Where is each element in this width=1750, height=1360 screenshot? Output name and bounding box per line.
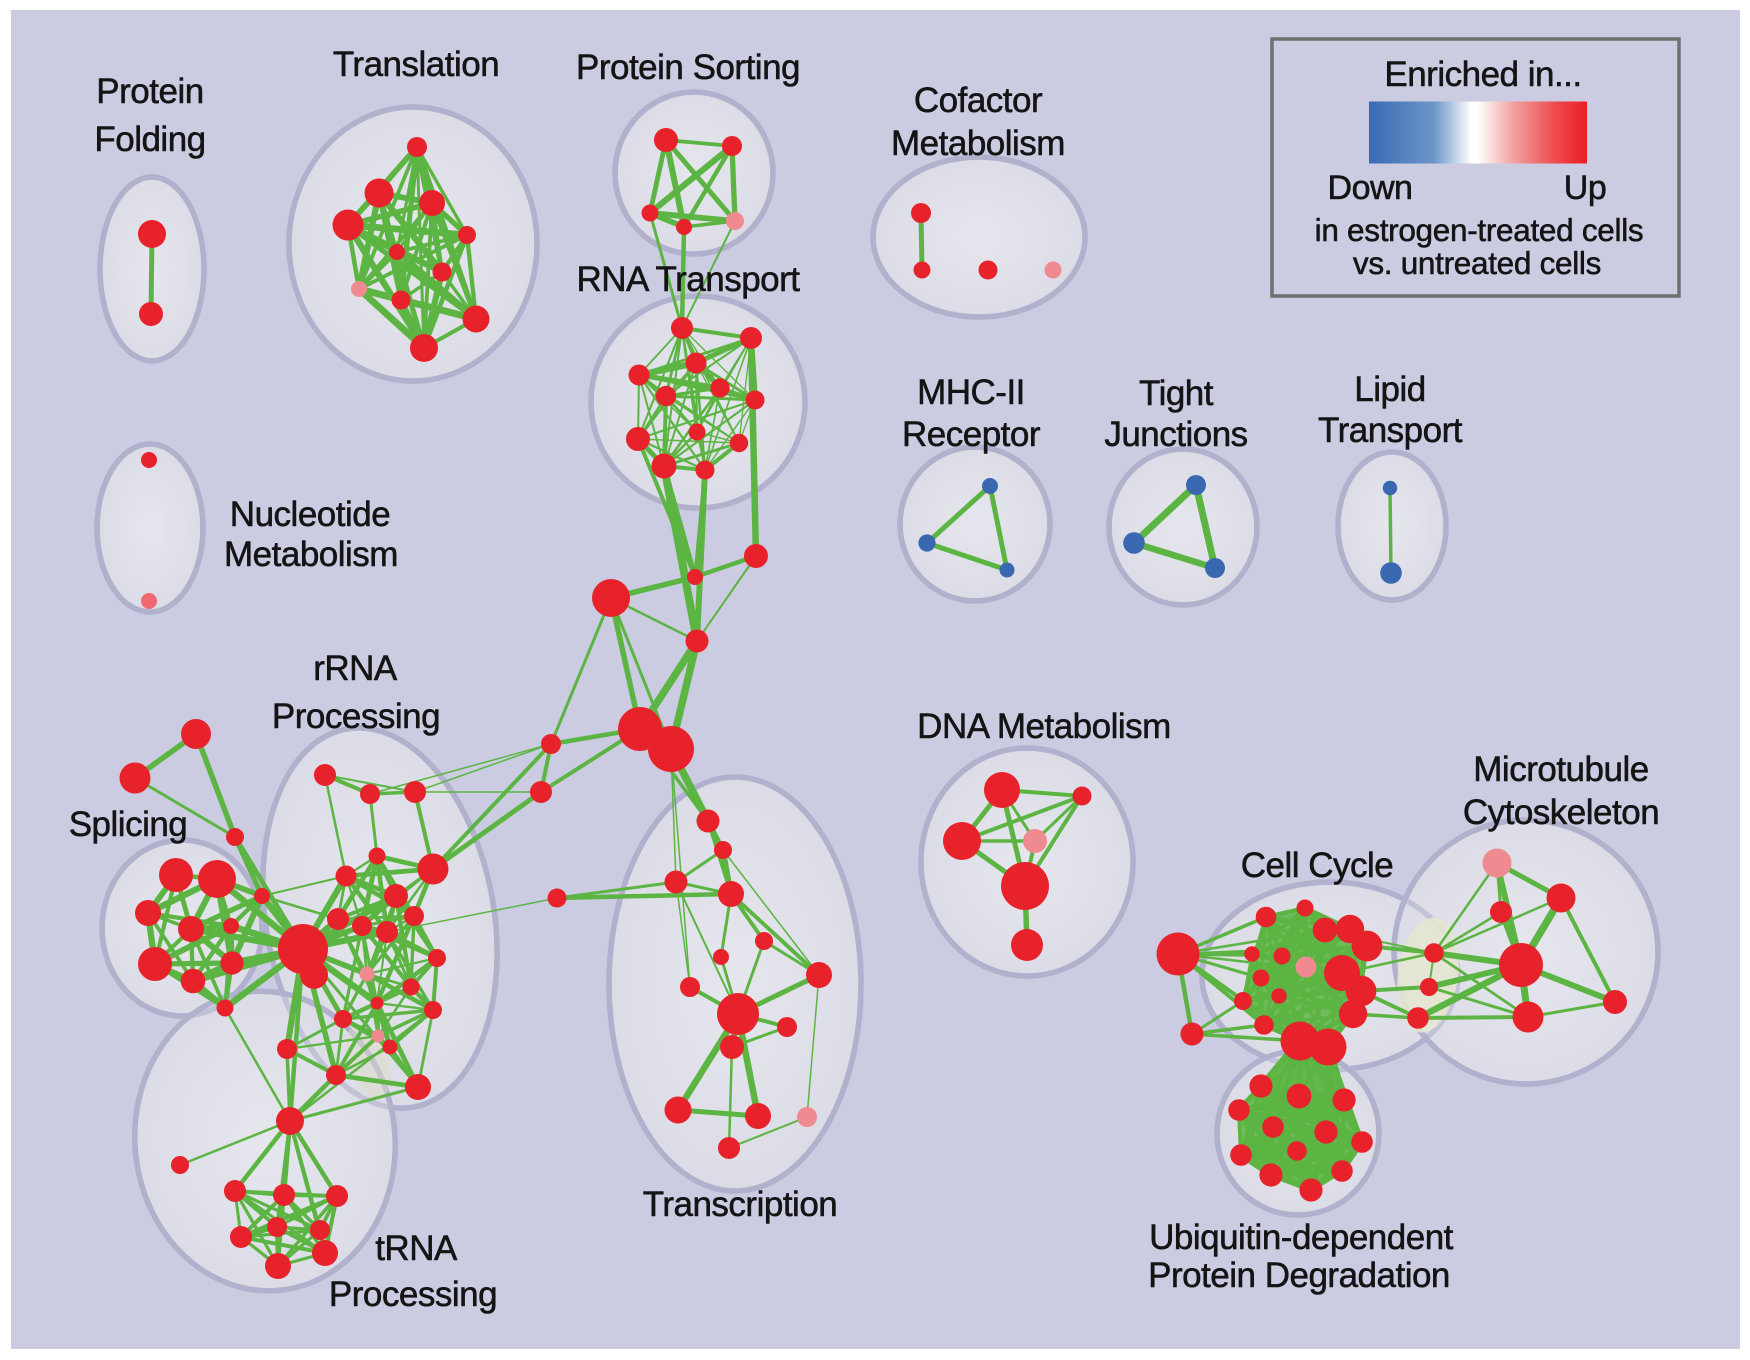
svg-text:DNA Metabolism: DNA Metabolism <box>917 707 1171 746</box>
svg-text:Receptor: Receptor <box>902 415 1041 454</box>
svg-text:Protein Sorting: Protein Sorting <box>576 48 800 87</box>
svg-text:Processing: Processing <box>272 697 440 736</box>
svg-text:Metabolism: Metabolism <box>224 535 398 574</box>
svg-text:Tight: Tight <box>1139 374 1214 413</box>
svg-text:Junctions: Junctions <box>1104 415 1247 454</box>
svg-text:Processing: Processing <box>329 1275 497 1314</box>
svg-text:vs. untreated cells: vs. untreated cells <box>1353 245 1601 281</box>
svg-text:Transport: Transport <box>1318 411 1463 450</box>
svg-text:Up: Up <box>1564 169 1606 207</box>
svg-text:MHC-II: MHC-II <box>917 373 1025 412</box>
svg-text:Microtubule: Microtubule <box>1473 750 1648 789</box>
svg-text:Folding: Folding <box>94 120 205 159</box>
svg-text:Cofactor: Cofactor <box>914 81 1043 120</box>
svg-text:in estrogen-treated cells: in estrogen-treated cells <box>1315 212 1644 248</box>
svg-text:Ubiquitin-dependent: Ubiquitin-dependent <box>1149 1218 1454 1257</box>
svg-text:Metabolism: Metabolism <box>891 124 1065 163</box>
svg-text:Nucleotide: Nucleotide <box>230 495 390 534</box>
svg-text:Splicing: Splicing <box>69 805 188 844</box>
svg-text:Down: Down <box>1328 169 1413 207</box>
svg-text:rRNA: rRNA <box>313 649 398 688</box>
svg-text:Protein Degradation: Protein Degradation <box>1148 1256 1450 1295</box>
svg-text:Cell Cycle: Cell Cycle <box>1241 846 1394 885</box>
svg-text:Translation: Translation <box>333 45 499 84</box>
svg-text:Lipid: Lipid <box>1354 370 1425 409</box>
svg-text:tRNA: tRNA <box>375 1229 458 1268</box>
svg-text:Cytoskeleton: Cytoskeleton <box>1463 793 1659 832</box>
svg-text:Protein: Protein <box>96 72 203 111</box>
svg-text:Enriched in...: Enriched in... <box>1384 55 1581 94</box>
svg-text:RNA Transport: RNA Transport <box>576 260 800 299</box>
svg-text:Transcription: Transcription <box>643 1185 838 1224</box>
